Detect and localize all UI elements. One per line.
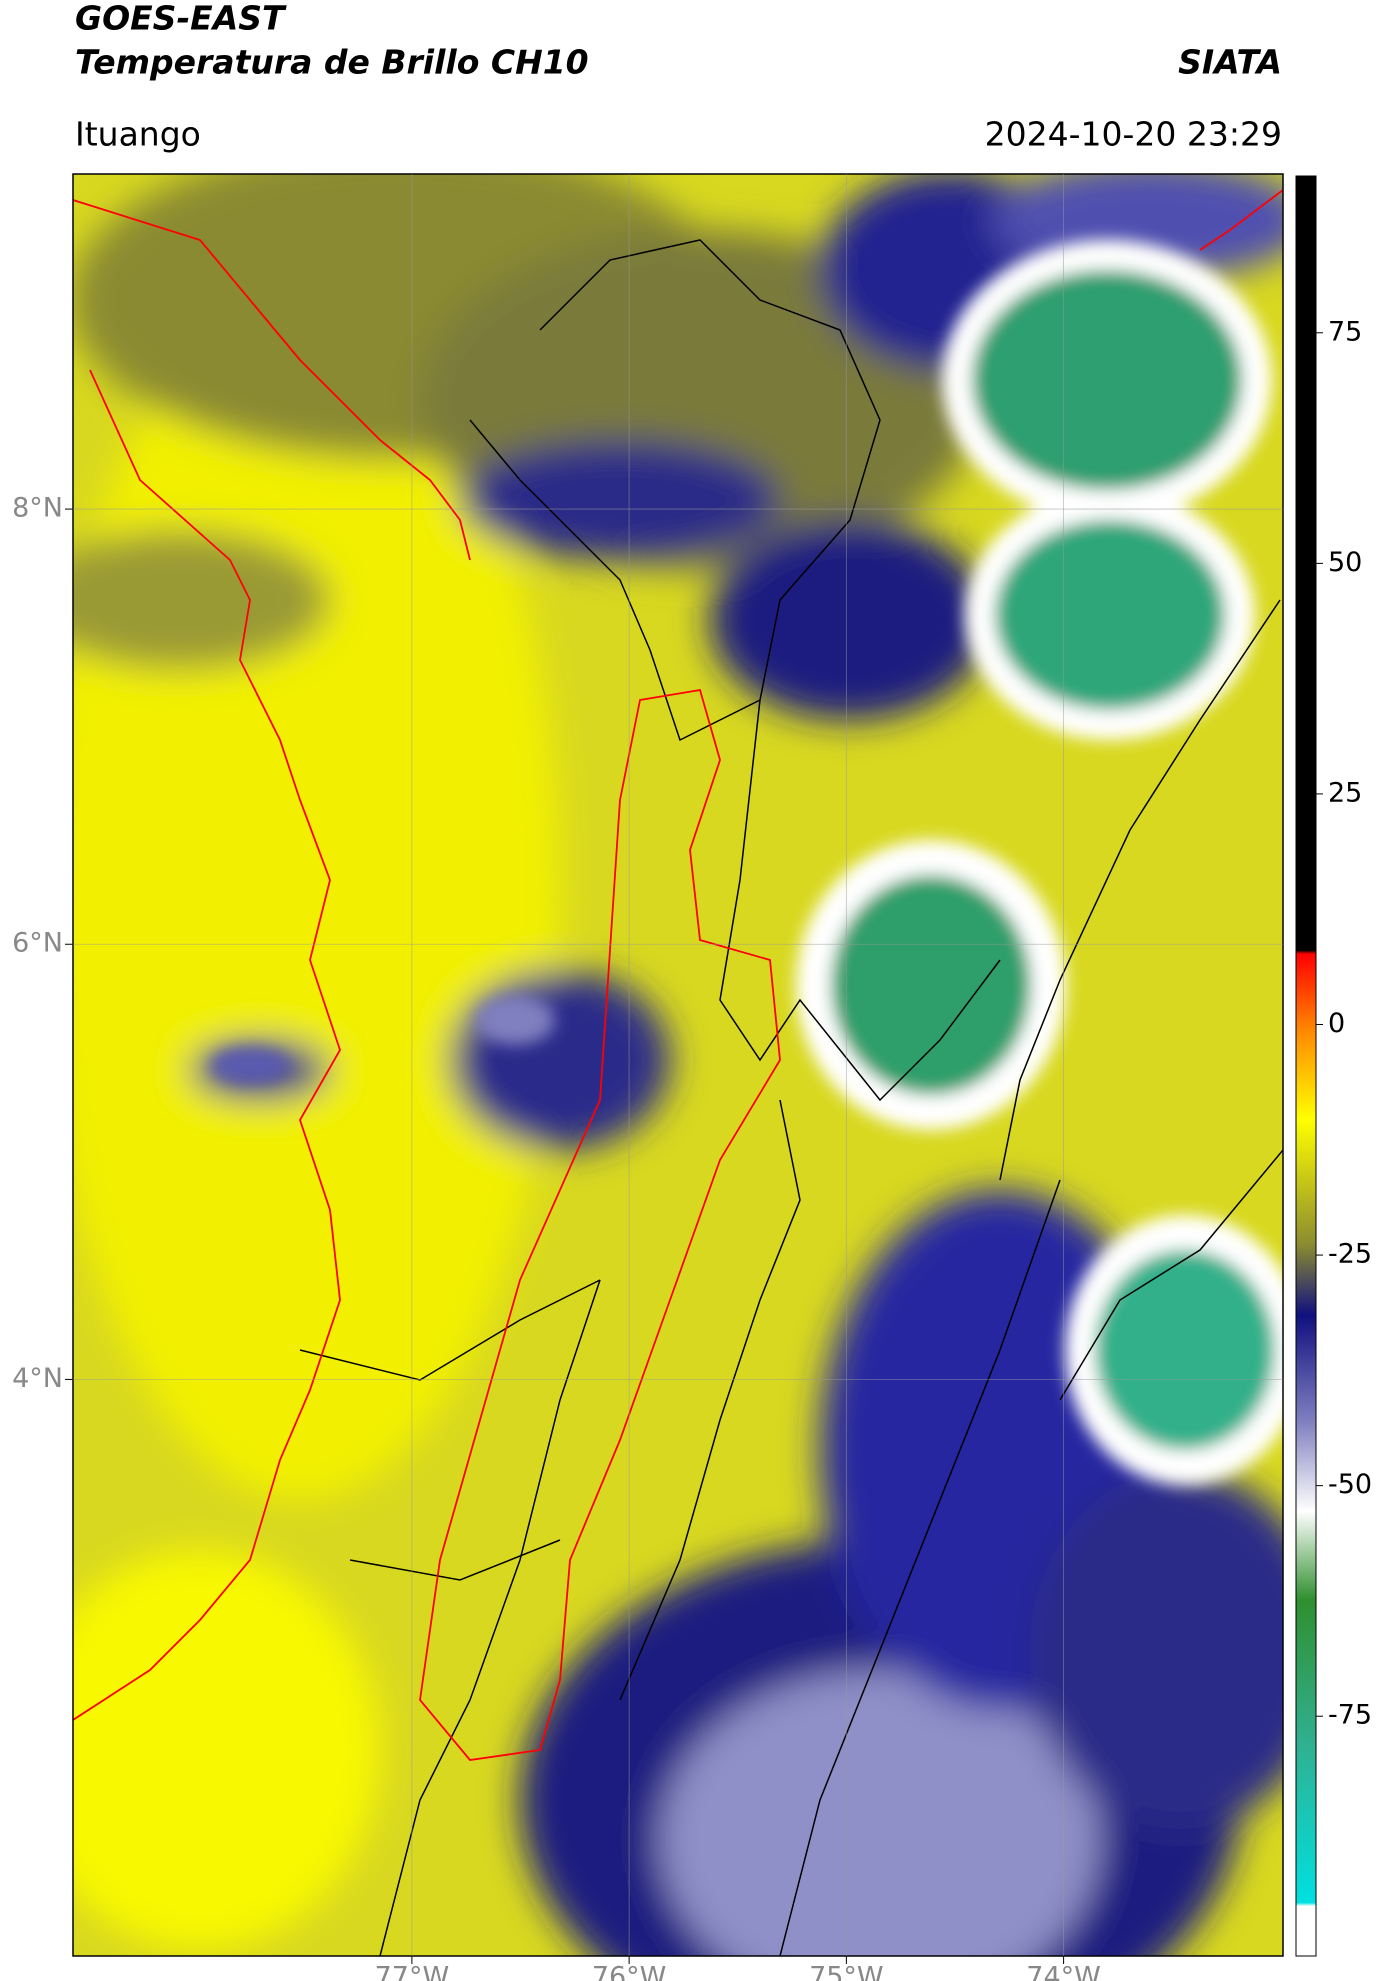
colorbar-label: -50 [1328,1469,1372,1500]
lon-label: 77°W [375,1962,450,1981]
colorbar-label: -25 [1328,1239,1372,1270]
map-frame [72,173,1284,1957]
colorbar-label: 75 [1328,316,1362,347]
colorbar-label: 0 [1328,1008,1345,1039]
subtitle: Temperatura de Brillo CH10 [75,43,589,82]
title: GOES-EAST [75,0,287,38]
colorbar [1295,175,1317,1957]
lon-label: 76°W [592,1962,667,1981]
colorbar-label: 25 [1328,777,1362,808]
source: SIATA [1178,43,1282,82]
lat-label: 8°N [12,493,63,524]
location: Ituango [75,115,201,154]
lon-label: 75°W [809,1962,884,1981]
colorbar-label: -75 [1328,1700,1372,1731]
satellite-image [73,174,1283,1956]
lat-label: 6°N [12,928,63,959]
datetime: 2024-10-20 23:29 [985,115,1282,154]
lat-label: 4°N [12,1363,63,1394]
colorbar-label: 50 [1328,547,1362,578]
lon-label: 74°W [1026,1962,1101,1981]
